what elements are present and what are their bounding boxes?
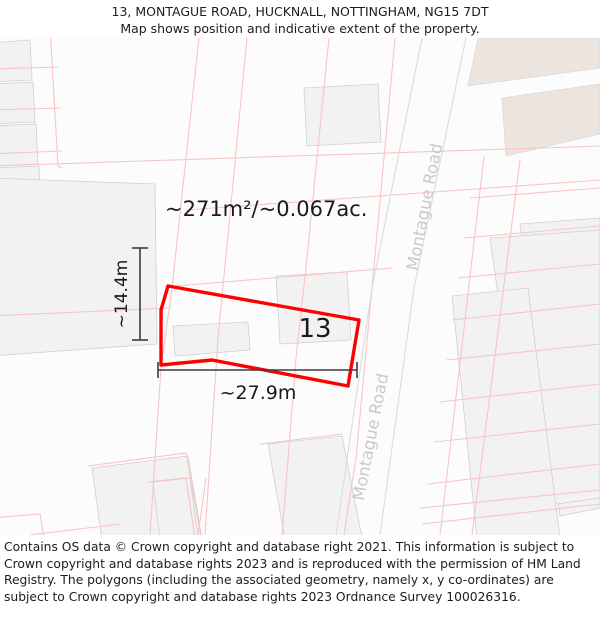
parcel-line: [439, 383, 600, 403]
road-band-lower: [501, 83, 600, 157]
building-polygon: [0, 123, 39, 166]
parcel-line-vertical: [471, 159, 521, 535]
parcel-line: [50, 38, 63, 169]
building-polygon-in-plot: [172, 321, 251, 357]
parcel-line: [259, 433, 343, 445]
parcel-line-vertical: [439, 155, 485, 535]
building-polygon: [303, 83, 382, 147]
width-dimension-group: [157, 362, 358, 378]
parcel-line: [445, 343, 600, 361]
plot-number-label: 13: [298, 314, 331, 344]
parcel-line: [0, 513, 45, 535]
plot-area-label: ~271m²/~0.067ac.: [165, 197, 367, 221]
parcel-line: [87, 452, 202, 535]
building-polygon-terrace-right-3: [451, 287, 561, 535]
parcel-line: [0, 150, 63, 155]
map-svg: Montague Road Montague Road 13 ~271m²/~0…: [0, 38, 600, 535]
parcel-boundary-group: [0, 38, 600, 535]
parcel-line: [433, 423, 600, 443]
property-plot-outline[interactable]: [159, 284, 361, 388]
road-band-upper: [467, 38, 600, 87]
parcel-line: [469, 187, 600, 199]
parcel-line: [185, 179, 600, 211]
page-title: 13, MONTAGUE ROAD, HUCKNALL, NOTTINGHAM,…: [111, 4, 489, 19]
parcel-line: [463, 225, 600, 239]
parcel-line: [29, 523, 121, 535]
page-header: 13, MONTAGUE ROAD, HUCKNALL, NOTTINGHAM,…: [0, 0, 600, 38]
building-polygon: [0, 81, 36, 124]
copyright-text: Contains OS data © Crown copyright and d…: [4, 540, 581, 604]
parcel-line: [197, 477, 207, 535]
parcel-line: [427, 463, 600, 485]
parcel-line-long-horizontal: [0, 145, 600, 167]
parcel-line: [419, 489, 600, 509]
parcel-line: [0, 107, 61, 111]
map-canvas[interactable]: Montague Road Montague Road 13 ~271m²/~0…: [0, 38, 600, 535]
parcel-line-vertical: [343, 38, 396, 535]
parcel-line: [175, 267, 393, 287]
page-subtitle: Map shows position and indicative extent…: [120, 21, 480, 36]
parcel-line: [147, 477, 196, 535]
copyright-footer: Contains OS data © Crown copyright and d…: [0, 535, 600, 625]
height-dimension-group: [132, 247, 148, 341]
height-dimension-label: ~14.4m: [112, 260, 132, 329]
parcel-line: [0, 66, 59, 70]
road-edge-left: [335, 38, 423, 535]
parcel-line-vertical: [204, 38, 248, 535]
parcel-line-vertical: [281, 38, 330, 535]
building-polygon-large-left: [0, 177, 158, 356]
width-dimension-label: ~27.9m: [220, 382, 297, 404]
road-edge-right: [379, 38, 467, 535]
parcel-line: [451, 303, 600, 321]
parcel-line: [457, 263, 600, 279]
road-casing-group: [335, 38, 467, 535]
parcel-line: [421, 503, 600, 525]
parcel-line-vertical: [149, 38, 200, 535]
road-band-group: [467, 38, 600, 157]
building-polygon: [0, 39, 33, 82]
